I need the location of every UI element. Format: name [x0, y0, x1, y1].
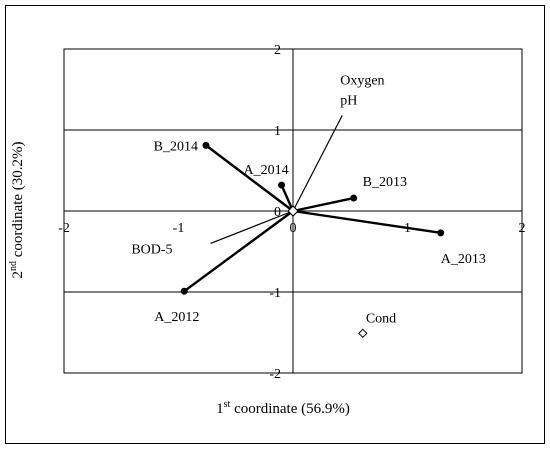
- point-label: A_2013: [441, 252, 486, 267]
- x-tick-label: 0: [290, 221, 297, 236]
- x-tick-label: -1: [173, 221, 185, 236]
- sample-line: [205, 144, 294, 212]
- origin-marker: [287, 205, 299, 217]
- point-label: B_2013: [363, 175, 407, 190]
- sample-point: [278, 181, 286, 189]
- sample-point: [180, 287, 188, 295]
- variable-vector: [210, 210, 294, 244]
- sample-line: [280, 184, 295, 212]
- point-label: B_2014: [154, 139, 198, 154]
- y-tick-label: 2: [274, 43, 281, 58]
- point-label: BOD-5: [131, 242, 172, 257]
- sample-point: [350, 194, 358, 202]
- point-label: A_2012: [154, 310, 199, 325]
- variable-marker: [358, 328, 368, 339]
- y-tick-label: 1: [274, 124, 281, 139]
- sample-point: [437, 229, 445, 237]
- variable-vector: [292, 115, 343, 212]
- point-labels: B_2014 A_2014 B_2013 A_2013 A_2012 Oxygen pH BO…: [131, 73, 486, 326]
- x-tick-label: 2: [519, 221, 526, 236]
- variable-vectors: [210, 115, 368, 339]
- sample-line: [292, 196, 354, 213]
- x-tick-label: -2: [58, 221, 70, 236]
- sample-point: [202, 141, 210, 149]
- y-tick-label: 0: [274, 205, 281, 220]
- sample-lines: [180, 141, 445, 295]
- x-axis-label: 1st coordinate (56.9%): [216, 399, 350, 417]
- point-label: Cond: [366, 311, 396, 326]
- y-axis-label: 2nd coordinate (30.2%): [8, 141, 26, 278]
- point-label: pH: [340, 93, 357, 108]
- point-label: Oxygen: [340, 73, 384, 88]
- y-tick-label: -2: [269, 367, 281, 382]
- sample-line: [183, 210, 294, 293]
- y-tick-label: -1: [269, 286, 281, 301]
- sample-line: [292, 209, 441, 235]
- point-label: A_2014: [244, 163, 289, 178]
